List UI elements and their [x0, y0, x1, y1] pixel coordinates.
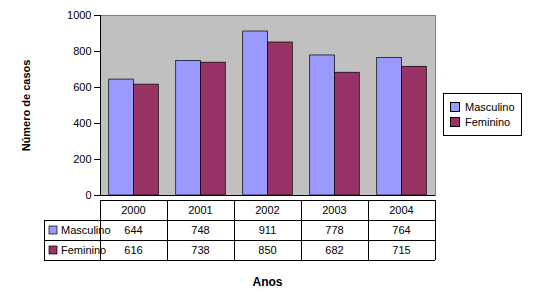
svg-text:644: 644 [124, 224, 142, 236]
svg-text:2003: 2003 [322, 204, 346, 216]
svg-text:400: 400 [73, 117, 91, 129]
svg-text:2002: 2002 [255, 204, 279, 216]
svg-text:616: 616 [124, 244, 142, 256]
svg-text:2000: 2000 [121, 204, 145, 216]
svg-text:850: 850 [258, 244, 276, 256]
svg-text:2001: 2001 [188, 204, 212, 216]
svg-text:1000: 1000 [67, 9, 91, 21]
svg-text:200: 200 [73, 153, 91, 165]
svg-text:800: 800 [73, 45, 91, 57]
svg-text:715: 715 [392, 244, 410, 256]
svg-text:Masculino: Masculino [61, 224, 111, 236]
svg-text:0: 0 [85, 189, 91, 200]
html-text:Feminino: Feminino [465, 116, 511, 128]
svg-text:748: 748 [191, 224, 209, 236]
svg-text:682: 682 [325, 244, 343, 256]
svg-text:Número de casos: Número de casos [20, 60, 32, 152]
svg-text:911: 911 [259, 224, 277, 236]
html-text:Masculino: Masculino [465, 101, 515, 113]
svg-text:764: 764 [392, 224, 410, 236]
svg-text:2004: 2004 [389, 204, 413, 216]
svg-text:Feminino: Feminino [61, 244, 106, 256]
svg-text:Anos: Anos [253, 275, 283, 289]
svg-text:738: 738 [191, 244, 209, 256]
svg-text:778: 778 [325, 224, 343, 236]
svg-text:600: 600 [73, 81, 91, 93]
